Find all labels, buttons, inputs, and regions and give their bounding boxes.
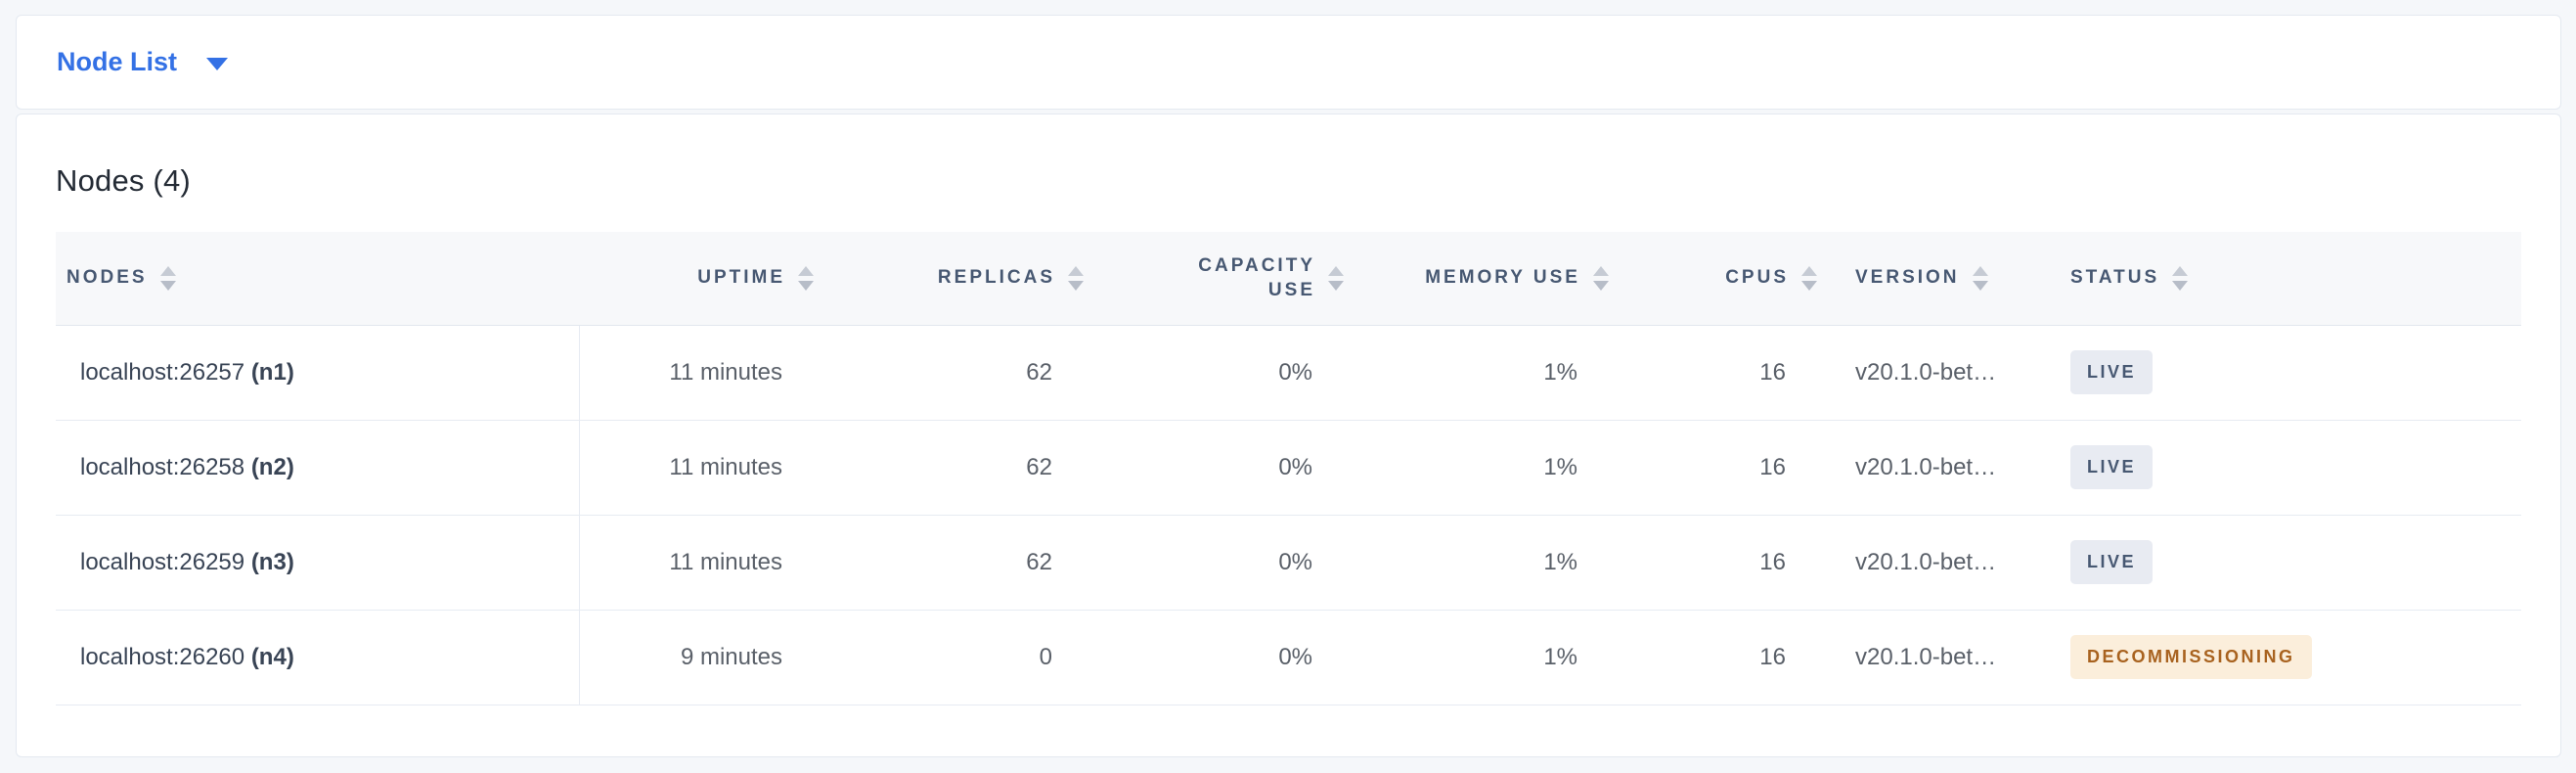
sort-icon[interactable] <box>1593 265 1609 291</box>
version-cell: v20.1.0-bet… <box>1827 610 2049 705</box>
node-id: (n4) <box>250 643 294 670</box>
version-cell: v20.1.0-bet… <box>1827 325 2049 421</box>
column-header-version[interactable]: VERSION <box>1827 232 2049 326</box>
node-id: (n1) <box>250 358 294 386</box>
table-body: localhost:26257 (n1) 11 minutes 62 0% 1%… <box>56 325 2521 705</box>
sort-icon[interactable] <box>1328 265 1344 291</box>
table-header-row: NODES UPTIME REPLICAS <box>56 232 2521 326</box>
uptime-cell: 11 minutes <box>579 515 823 611</box>
column-header-memory-use[interactable]: MEMORY USE <box>1354 232 1619 326</box>
page-title: Nodes (4) <box>56 163 191 198</box>
version-cell: v20.1.0-bet… <box>1827 515 2049 611</box>
node-id: (n3) <box>250 548 294 575</box>
column-header-cpus[interactable]: CPUS <box>1619 232 1827 326</box>
status-cell: LIVE <box>2049 325 2521 421</box>
sort-icon[interactable] <box>1972 265 1988 291</box>
cpus-cell: 16 <box>1619 325 1827 421</box>
chevron-down-icon <box>206 57 229 70</box>
memory-use-cell: 1% <box>1354 420 1619 516</box>
node-id: (n2) <box>250 453 294 480</box>
cpus-cell: 16 <box>1619 610 1827 705</box>
capacity-use-cell: 0% <box>1093 515 1354 611</box>
memory-use-cell: 1% <box>1354 610 1619 705</box>
nodes-card: Nodes (4) NODES UPTIME <box>16 114 2561 757</box>
uptime-cell: 11 minutes <box>579 420 823 516</box>
column-header-nodes[interactable]: NODES <box>56 232 579 326</box>
sort-icon[interactable] <box>2172 265 2189 291</box>
view-selector-card: Node List <box>16 15 2561 110</box>
status-badge: LIVE <box>2070 540 2154 584</box>
column-header-replicas[interactable]: REPLICAS <box>823 232 1093 326</box>
status-badge: LIVE <box>2070 350 2154 394</box>
cpus-cell: 16 <box>1619 515 1827 611</box>
node-address-cell[interactable]: localhost:26257 (n1) <box>56 325 580 421</box>
capacity-use-cell: 0% <box>1093 420 1354 516</box>
sort-icon[interactable] <box>159 265 176 291</box>
column-header-uptime[interactable]: UPTIME <box>579 232 823 326</box>
memory-use-cell: 1% <box>1354 515 1619 611</box>
replicas-cell: 62 <box>823 325 1093 421</box>
table-row: localhost:26260 (n4) 9 minutes 0 0% 1% 1… <box>56 610 2521 705</box>
node-address: localhost:26257 <box>80 358 245 386</box>
table-row: localhost:26258 (n2) 11 minutes 62 0% 1%… <box>56 420 2521 516</box>
capacity-use-cell: 0% <box>1093 325 1354 421</box>
sort-icon[interactable] <box>1801 265 1817 291</box>
status-cell: LIVE <box>2049 515 2521 611</box>
node-address-cell[interactable]: localhost:26260 (n4) <box>56 610 580 705</box>
status-cell: DECOMMISSIONING <box>2049 610 2521 705</box>
replicas-cell: 62 <box>823 515 1093 611</box>
sort-icon[interactable] <box>798 265 814 291</box>
status-badge: DECOMMISSIONING <box>2070 635 2312 679</box>
node-address: localhost:26259 <box>80 548 245 575</box>
column-header-status[interactable]: STATUS <box>2049 232 2521 326</box>
version-cell: v20.1.0-bet… <box>1827 420 2049 516</box>
node-address-cell[interactable]: localhost:26259 (n3) <box>56 515 580 611</box>
node-address: localhost:26258 <box>80 453 245 480</box>
capacity-use-cell: 0% <box>1093 610 1354 705</box>
node-address: localhost:26260 <box>80 643 245 670</box>
table-row: localhost:26259 (n3) 11 minutes 62 0% 1%… <box>56 515 2521 611</box>
nodes-table: NODES UPTIME REPLICAS <box>56 232 2521 705</box>
view-selector-label: Node List <box>57 47 178 76</box>
memory-use-cell: 1% <box>1354 325 1619 421</box>
uptime-cell: 9 minutes <box>579 610 823 705</box>
table-row: localhost:26257 (n1) 11 minutes 62 0% 1%… <box>56 325 2521 421</box>
status-cell: LIVE <box>2049 420 2521 516</box>
sort-icon[interactable] <box>1068 265 1084 291</box>
page: Node List Nodes (4) NODES <box>16 15 2561 757</box>
replicas-cell: 0 <box>823 610 1093 705</box>
uptime-cell: 11 minutes <box>579 325 823 421</box>
column-header-capacity-use[interactable]: CAPACITY USE <box>1093 232 1354 326</box>
replicas-cell: 62 <box>823 420 1093 516</box>
view-selector-dropdown[interactable]: Node List <box>57 47 229 77</box>
status-badge: LIVE <box>2070 445 2154 489</box>
node-address-cell[interactable]: localhost:26258 (n2) <box>56 420 580 516</box>
cpus-cell: 16 <box>1619 420 1827 516</box>
